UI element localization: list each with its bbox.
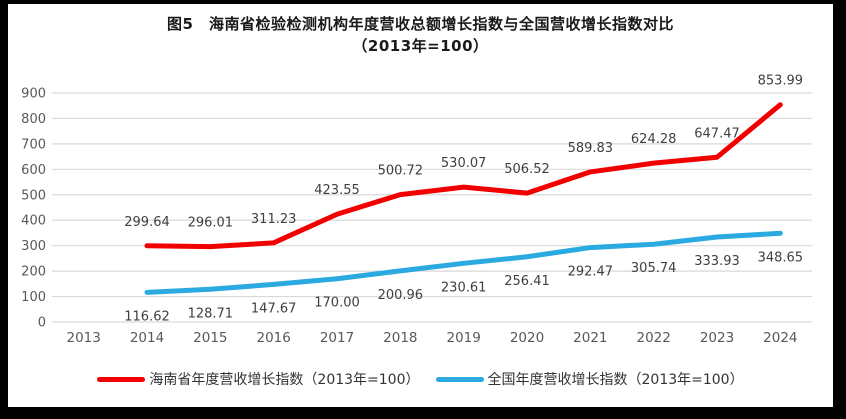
x-tick-label: 2015 — [193, 330, 227, 346]
y-tick-label: 200 — [21, 265, 46, 280]
x-tick-label: 2016 — [256, 330, 290, 346]
x-tick-label: 2017 — [320, 330, 354, 346]
y-tick-label: 400 — [21, 214, 46, 229]
data-label: 423.55 — [314, 183, 360, 198]
data-label: 292.47 — [568, 265, 614, 280]
y-tick-label: 500 — [21, 188, 46, 203]
line-chart: 0 100 200 300 400 500 600 700 800 900 2013 2014 2015… — [21, 74, 812, 346]
data-label: 296.01 — [188, 216, 234, 231]
y-tick-label: 300 — [21, 239, 46, 254]
y-tick-label: 800 — [21, 112, 46, 127]
x-tick-label: 2024 — [763, 330, 797, 346]
legend-item-national: 全国年度营收增长指数（2013年=100） — [435, 369, 744, 389]
chart-title: 图5 海南省检验检测机构年度营收总额增长指数与全国营收增长指数对比 （2013年… — [8, 13, 833, 57]
data-label: 116.62 — [124, 309, 170, 324]
data-label: 305.74 — [631, 261, 677, 276]
data-label: 299.64 — [124, 215, 170, 230]
legend-item-hainan: 海南省年度营收增长指数（2013年=100） — [97, 369, 420, 389]
x-tick-label: 2013 — [66, 330, 100, 346]
data-label: 853.99 — [758, 74, 804, 89]
data-label: 147.67 — [251, 301, 297, 316]
legend-dash-hainan-icon — [97, 376, 146, 382]
data-label: 624.28 — [631, 132, 677, 147]
data-label: 500.72 — [378, 164, 424, 179]
data-label: 128.71 — [188, 306, 234, 321]
x-tick-label: 2023 — [700, 330, 734, 346]
chart-canvas: 图5 海南省检验检测机构年度营收总额增长指数与全国营收增长指数对比 （2013年… — [8, 4, 833, 407]
data-label: 230.61 — [441, 280, 487, 295]
y-tick-label: 100 — [21, 290, 46, 305]
data-label: 170.00 — [314, 296, 360, 311]
y-tick-label: 600 — [21, 163, 46, 178]
legend-dash-national-icon — [435, 376, 484, 382]
series-line-0 — [144, 102, 783, 250]
data-label: 333.93 — [694, 254, 740, 269]
data-label: 589.83 — [568, 141, 614, 156]
x-tick-label: 2014 — [130, 330, 164, 346]
series-line-1 — [144, 230, 783, 295]
legend-label-national: 全国年度营收增长指数（2013年=100） — [487, 372, 744, 388]
x-tick-label: 2019 — [446, 330, 480, 346]
chart-title-line1: 图5 海南省检验检测机构年度营收总额增长指数与全国营收增长指数对比 — [167, 15, 674, 33]
data-label: 256.41 — [504, 274, 550, 289]
data-label: 530.07 — [441, 156, 487, 171]
x-tick-label: 2022 — [636, 330, 670, 346]
y-tick-label: 700 — [21, 137, 46, 152]
x-tick-label: 2018 — [383, 330, 417, 346]
chart-title-line2: （2013年=100） — [352, 37, 489, 55]
data-label: 647.47 — [694, 126, 740, 141]
x-tick-label: 2020 — [510, 330, 544, 346]
data-label: 200.96 — [378, 288, 424, 303]
data-label: 311.23 — [251, 212, 297, 227]
legend-label-hainan: 海南省年度营收增长指数（2013年=100） — [149, 372, 420, 388]
x-tick-label: 2021 — [573, 330, 607, 346]
chart-legend: 海南省年度营收增长指数（2013年=100） 全国年度营收增长指数（2013年=… — [8, 368, 833, 390]
y-tick-label: 900 — [21, 87, 46, 102]
data-label: 506.52 — [504, 162, 550, 177]
data-label: 348.65 — [758, 250, 804, 265]
y-tick-label: 0 — [38, 316, 46, 331]
